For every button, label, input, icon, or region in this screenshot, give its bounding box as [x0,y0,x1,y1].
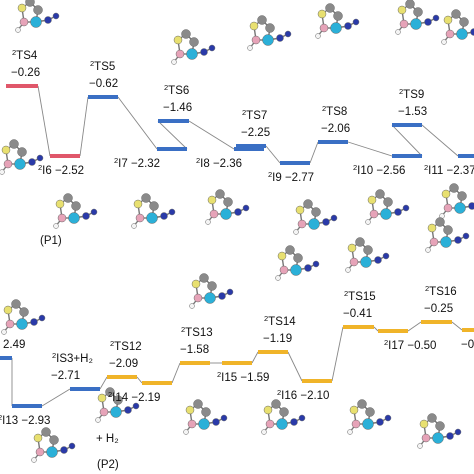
connector-ts15 [373,326,379,332]
label-i11: 2I11 −2.37 [424,163,474,177]
energy-ts5: −0.62 [89,78,118,90]
molecule-structure [31,427,76,463]
pathway-1-marker: (P1) [40,235,62,247]
energy-is3: −2.71 [51,370,80,382]
energy-ts14: −1.19 [263,333,292,345]
molecule-structure [395,0,440,35]
energy-ts7: −2.25 [241,127,270,139]
connector-ts8 [347,141,393,157]
label-i9: 2I9 −2.77 [268,170,314,184]
energy-ts12: −2.09 [109,358,138,370]
molecule-structure [15,0,60,33]
label-i17: 2I17 −0.50 [384,338,436,352]
connector-i6 [79,96,89,157]
molecule-structure [261,399,306,435]
molecule-structure [365,189,410,225]
connector-i10 [391,124,423,157]
molecule-structure [347,399,392,435]
energy-ts8: −2.06 [321,123,350,135]
molecule-structure [131,193,176,229]
connector-ts4 [37,85,51,157]
label-ts4: 2TS4 [12,48,38,62]
label-i10: 2I10 −2.56 [353,163,405,177]
label-ts14: 2TS14 [264,314,296,328]
label-tail: −0 [461,339,474,351]
pathway-connectors [11,85,463,407]
molecule-structures [0,0,474,463]
connector-ts14 [287,351,303,382]
label-ts15: 2TS15 [344,289,376,303]
molecule-structure [205,189,250,225]
molecule-structure [425,217,470,253]
molecule-structure [1,299,46,335]
molecule-structure [189,273,234,309]
energy-ts15: −0.41 [343,308,372,320]
label-is3: 2IS3+H₂ [52,351,93,365]
molecule-structure [439,183,474,219]
connector-i7 [157,120,188,150]
label-ts6: 2TS6 [164,83,189,97]
label-ts13: 2TS13 [181,325,213,339]
connector-i9 [309,141,319,164]
molecule-structure [417,413,462,449]
molecule-structure [0,139,44,175]
molecule-structure [441,9,474,45]
label-i16: 2I16 −2.10 [277,388,329,402]
label-ts7: 2TS7 [242,108,267,122]
molecule-structure [345,237,390,273]
connector-ts7 [265,145,281,164]
energy-ts16: −0.25 [424,303,453,315]
label-i13: 2I13 −2.93 [0,413,50,427]
h2-note: + H₂ [96,433,119,445]
molecule-structure [183,399,228,435]
connector-i16 [331,326,344,382]
label-ts12: 2TS12 [110,339,142,353]
energy-ts9: −1.53 [398,106,427,118]
pathway-2-marker: (P2) [97,459,119,471]
connector-ts16 [451,321,463,331]
connector-ts12 [136,376,143,384]
label-ts5: 2TS5 [90,59,115,73]
label-i15: 2I15 −1.59 [217,370,269,384]
molecule-structure [171,29,216,65]
connector-i14 [171,362,181,384]
label-i6: 2I6 −2.52 [38,163,84,177]
label-i8: 2I8 −2.36 [196,156,242,170]
connector-is3 [99,376,108,390]
state-labels: 2TS4 −0.26 2I6 −2.52 2TS5 −0.62 2I7 −2.32 2TS6… [0,48,474,427]
molecule-structure [53,193,98,229]
label-i7: 2I7 −2.32 [114,156,160,170]
label-ts8: 2TS8 [322,104,347,118]
energy-ts13: −1.58 [180,344,209,356]
connector-ts6 [188,120,235,150]
connector-i13 [41,388,71,407]
label-i14: 2I14 −2.19 [108,390,160,404]
molecule-structure [95,387,140,423]
energy-levels [0,84,474,408]
molecule-structure [315,3,360,39]
connector-i17 [407,321,422,332]
molecule-structure [275,245,320,281]
connector-i15 [251,351,259,364]
energy-ts4: −0.26 [11,67,40,79]
energy-start: 2.49 [3,339,25,351]
label-ts9: 2TS9 [399,87,424,101]
connector-ts5 [117,96,158,150]
connector-ts9 [421,124,459,157]
energy-ts6: −1.46 [163,102,192,114]
label-ts16: 2TS16 [425,284,457,298]
molecule-structure [293,199,338,235]
molecule-structure [247,15,292,51]
